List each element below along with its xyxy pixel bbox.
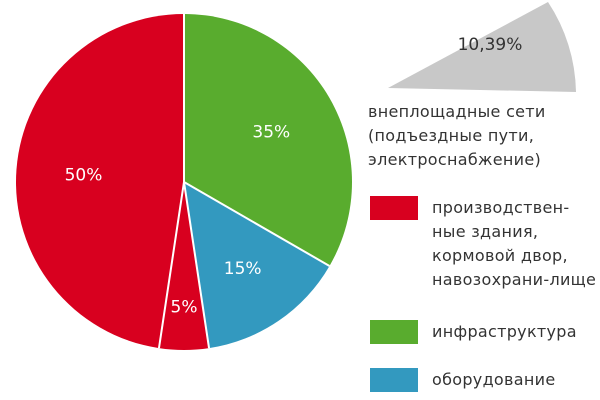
callout-value-label: 10,39% [458,35,523,55]
pie-slice-equipment [184,182,330,349]
slice-divider [157,181,185,349]
slice-value-label: 5% [171,297,198,317]
legend-swatch [370,368,418,392]
slice-value-label: 50% [65,165,103,185]
pie-slice-buildings [16,14,185,349]
slice-divider [183,181,211,349]
pie-slice-other [158,182,210,351]
legend-label: оборудование [432,370,556,389]
legend-label: инфраструктура [432,322,577,341]
callout-description: внеплощадные сети (подъездные пути, элек… [368,102,546,169]
slice-value-label: 35% [252,123,290,143]
legend-swatch [370,196,418,220]
slice-value-label: 15% [224,259,262,279]
pie-slice-infrastructure [184,14,352,266]
slice-divider [183,181,330,267]
callout-wedge [388,2,576,92]
legend-label: производствен-ные здания, кормовой двор,… [432,198,597,289]
legend-swatch [370,320,418,344]
